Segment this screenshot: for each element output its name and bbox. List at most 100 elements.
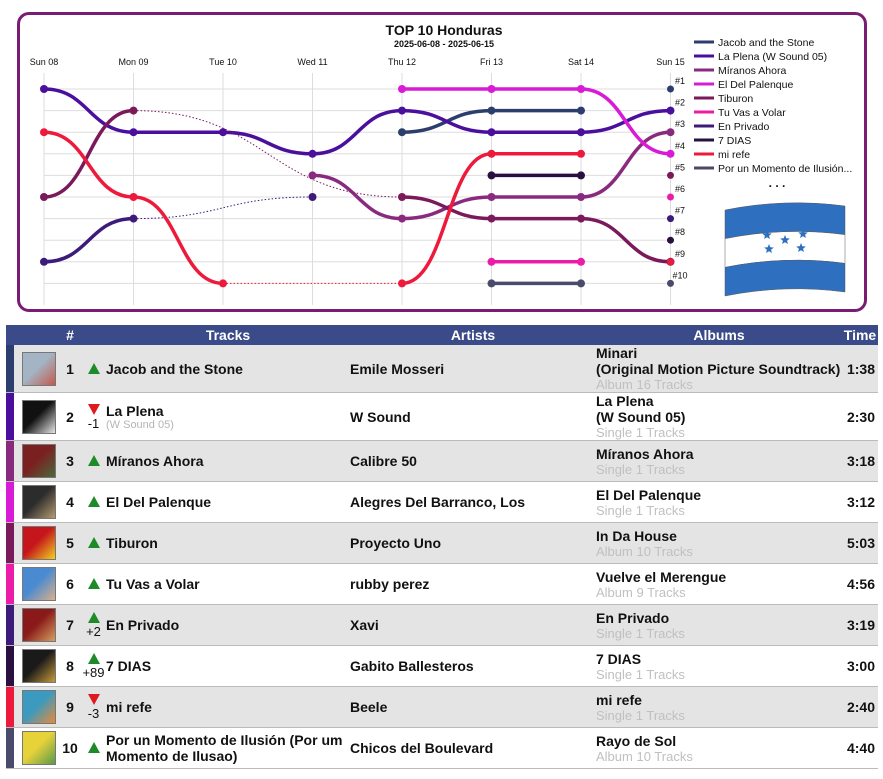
series-line[interactable] bbox=[42, 108, 136, 199]
album-title[interactable]: La Plena (W Sound 05) bbox=[596, 393, 686, 425]
artist-name[interactable]: W Sound bbox=[350, 392, 596, 441]
artist-name[interactable]: Proyecto Uno bbox=[350, 522, 596, 564]
series-point[interactable] bbox=[129, 214, 138, 223]
series-point[interactable] bbox=[487, 149, 496, 158]
series-point[interactable] bbox=[577, 106, 585, 115]
series-point[interactable] bbox=[398, 193, 406, 201]
series-point[interactable] bbox=[487, 128, 496, 137]
series-point[interactable] bbox=[40, 85, 48, 93]
track-title[interactable]: mi refe bbox=[106, 699, 152, 715]
track-title[interactable]: Jacob and the Stone bbox=[106, 360, 243, 377]
legend-entry[interactable]: mi refe bbox=[718, 149, 750, 161]
table-row[interactable]: 4 El Del Palenque Alegres Del Barranco, Lo… bbox=[6, 481, 878, 523]
album-title[interactable]: 7 DIAS bbox=[596, 650, 642, 667]
table-row[interactable]: 6 Tu Vas a Volar rubby perez Vuelve el Mere… bbox=[6, 563, 878, 605]
series-point[interactable] bbox=[487, 257, 496, 266]
table-row[interactable]: 10 Por un Momento de Ilusión (Por um Mome… bbox=[6, 727, 878, 769]
legend-entry[interactable]: Míranos Ahora bbox=[718, 65, 786, 77]
track-title[interactable]: Tu Vas a Volar bbox=[106, 576, 200, 592]
series-point[interactable] bbox=[577, 257, 585, 266]
today-rank-point[interactable] bbox=[667, 128, 674, 136]
table-row[interactable]: 5 Tiburon Proyecto Uno In Da House Album 10 … bbox=[6, 522, 878, 564]
series-point[interactable] bbox=[398, 106, 406, 115]
series-point[interactable] bbox=[577, 171, 585, 180]
album-cover-thumbnail[interactable] bbox=[22, 444, 56, 478]
today-rank-point[interactable] bbox=[667, 279, 674, 287]
series-point[interactable] bbox=[487, 193, 496, 201]
today-rank-point[interactable] bbox=[667, 171, 674, 179]
album-cover-thumbnail[interactable] bbox=[22, 485, 56, 519]
album-cover-thumbnail[interactable] bbox=[22, 351, 56, 386]
series-point[interactable] bbox=[40, 193, 48, 201]
album-cover-thumbnail[interactable] bbox=[22, 567, 56, 601]
track-title[interactable]: 7 DIAS bbox=[106, 658, 152, 674]
series-point[interactable] bbox=[577, 279, 585, 288]
series-point[interactable] bbox=[308, 171, 317, 180]
album-cover-thumbnail[interactable] bbox=[22, 731, 56, 765]
today-rank-point[interactable] bbox=[667, 150, 674, 158]
artist-name[interactable]: rubby perez bbox=[350, 563, 596, 605]
album-title[interactable]: Vuelve el Merengue bbox=[596, 568, 727, 585]
artist-name[interactable]: Xavi bbox=[350, 604, 596, 646]
table-row[interactable]: 3 Míranos Ahora Calibre 50 Míranos Ahora Sin… bbox=[6, 440, 878, 482]
legend-entry[interactable]: La Plena (W Sound 05) bbox=[718, 51, 827, 63]
series-line[interactable] bbox=[42, 87, 673, 156]
series-point[interactable] bbox=[577, 85, 585, 93]
artist-name[interactable]: Chicos del Boulevard bbox=[350, 727, 596, 769]
series-point[interactable] bbox=[129, 106, 138, 115]
series-line[interactable] bbox=[400, 195, 673, 264]
series-point[interactable] bbox=[308, 193, 317, 201]
track-title[interactable]: Por un Momento de Ilusión (Por um Moment… bbox=[106, 732, 343, 764]
series-point[interactable] bbox=[398, 214, 406, 223]
series-point[interactable] bbox=[129, 193, 138, 201]
album-cover-thumbnail[interactable] bbox=[22, 399, 56, 434]
artist-name[interactable]: Beele bbox=[350, 686, 596, 728]
series-point[interactable] bbox=[577, 149, 585, 158]
series-line[interactable] bbox=[400, 152, 583, 286]
table-row[interactable]: 1 Jacob and the Stone Emile Mosseri Minari … bbox=[6, 345, 878, 393]
table-row[interactable]: 2 -1 La Plena (W Sound 05) W Sound La Plena (… bbox=[6, 392, 878, 441]
series-point[interactable] bbox=[487, 106, 496, 115]
series-point[interactable] bbox=[577, 214, 585, 223]
legend-entry[interactable]: 7 DIAS bbox=[718, 135, 751, 147]
series-point[interactable] bbox=[487, 279, 496, 288]
track-title[interactable]: La Plena bbox=[106, 402, 164, 419]
series-point[interactable] bbox=[40, 128, 48, 137]
album-title[interactable]: Minari (Original Motion Picture Soundtra… bbox=[596, 345, 841, 377]
today-rank-point[interactable] bbox=[667, 236, 674, 244]
series-line[interactable] bbox=[42, 216, 136, 264]
series-point[interactable] bbox=[487, 171, 496, 180]
track-title[interactable]: Míranos Ahora bbox=[106, 453, 204, 469]
series-point[interactable] bbox=[219, 279, 227, 288]
album-title[interactable]: El Del Palenque bbox=[596, 486, 702, 503]
table-row[interactable]: 8 +89 7 DIAS Gabito Ballesteros 7 DIAS Single… bbox=[6, 645, 878, 687]
legend-entry[interactable]: Tu Vas a Volar bbox=[718, 107, 786, 119]
series-line[interactable] bbox=[400, 87, 673, 156]
artist-name[interactable]: Emile Mosseri bbox=[350, 345, 596, 393]
series-point[interactable] bbox=[398, 279, 406, 288]
today-rank-point[interactable] bbox=[667, 258, 674, 266]
album-title[interactable]: En Privado bbox=[596, 609, 670, 626]
album-title[interactable]: In Da House bbox=[596, 527, 677, 544]
series-point[interactable] bbox=[219, 128, 227, 137]
track-title[interactable]: El Del Palenque bbox=[106, 494, 212, 510]
legend-more-indicator[interactable]: . . . bbox=[769, 176, 786, 190]
legend-entry[interactable]: Tiburon bbox=[718, 93, 753, 105]
table-row[interactable]: 9 -3 mi refe Beele mi refe Single 1 Tracks 2:4… bbox=[6, 686, 878, 728]
legend-entry[interactable]: En Privado bbox=[718, 121, 770, 133]
track-title[interactable]: En Privado bbox=[106, 617, 180, 633]
series-point[interactable] bbox=[487, 85, 496, 93]
series-point[interactable] bbox=[487, 214, 496, 223]
today-rank-point[interactable] bbox=[667, 107, 674, 115]
album-cover-thumbnail[interactable] bbox=[22, 690, 56, 724]
series-point[interactable] bbox=[129, 128, 138, 137]
today-rank-point[interactable] bbox=[667, 85, 674, 93]
artist-name[interactable]: Gabito Ballesteros bbox=[350, 645, 596, 687]
series-point[interactable] bbox=[398, 85, 406, 93]
album-title[interactable]: Rayo de Sol bbox=[596, 732, 677, 749]
today-rank-point[interactable] bbox=[667, 193, 674, 201]
artist-name[interactable]: Calibre 50 bbox=[350, 440, 596, 482]
series-point[interactable] bbox=[308, 149, 317, 158]
album-cover-thumbnail[interactable] bbox=[22, 649, 56, 683]
series-point[interactable] bbox=[398, 128, 406, 137]
